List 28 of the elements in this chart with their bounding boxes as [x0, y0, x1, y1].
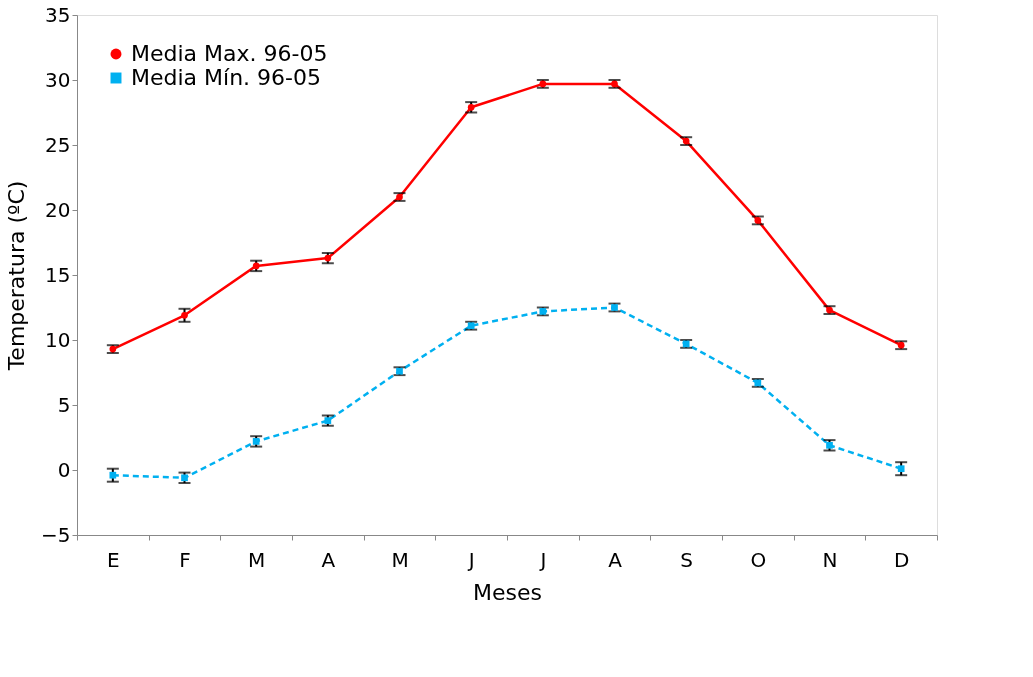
y-tick-label: 30 — [45, 67, 71, 92]
y-tick-label: 0 — [57, 457, 71, 482]
y-tick-label: 5 — [57, 392, 71, 417]
x-tick-label: F — [179, 547, 191, 572]
x-tick-label: E — [107, 547, 120, 572]
legend-label: Media Max. 96-05 — [131, 41, 328, 66]
y-tick-label: 15 — [45, 262, 71, 287]
point — [897, 465, 905, 473]
x-tick-label: D — [893, 547, 910, 572]
x-tick-label: S — [680, 547, 694, 572]
point — [109, 471, 117, 479]
x-tick-label: M — [391, 547, 409, 572]
x-tick-label: N — [822, 547, 838, 572]
x-tick-label: J — [538, 547, 547, 572]
y-tick-label: 10 — [45, 327, 71, 352]
y-axis-title: Temperatura (ºC) — [4, 180, 30, 372]
x-tick-label: A — [321, 547, 336, 572]
y-tick-label: −5 — [41, 522, 71, 547]
x-axis-title: Meses — [473, 579, 542, 605]
x-tick-label: O — [750, 547, 767, 572]
point — [181, 311, 188, 319]
legend-label: Media Mín. 96-05 — [131, 65, 322, 90]
x-tick-label: A — [608, 547, 623, 572]
x-tick-label: J — [466, 547, 475, 572]
y-tick-label: 20 — [45, 197, 71, 222]
y-tick-label: 35 — [45, 2, 71, 27]
y-tick-label: 25 — [45, 132, 71, 157]
x-tick-label: M — [248, 547, 266, 572]
